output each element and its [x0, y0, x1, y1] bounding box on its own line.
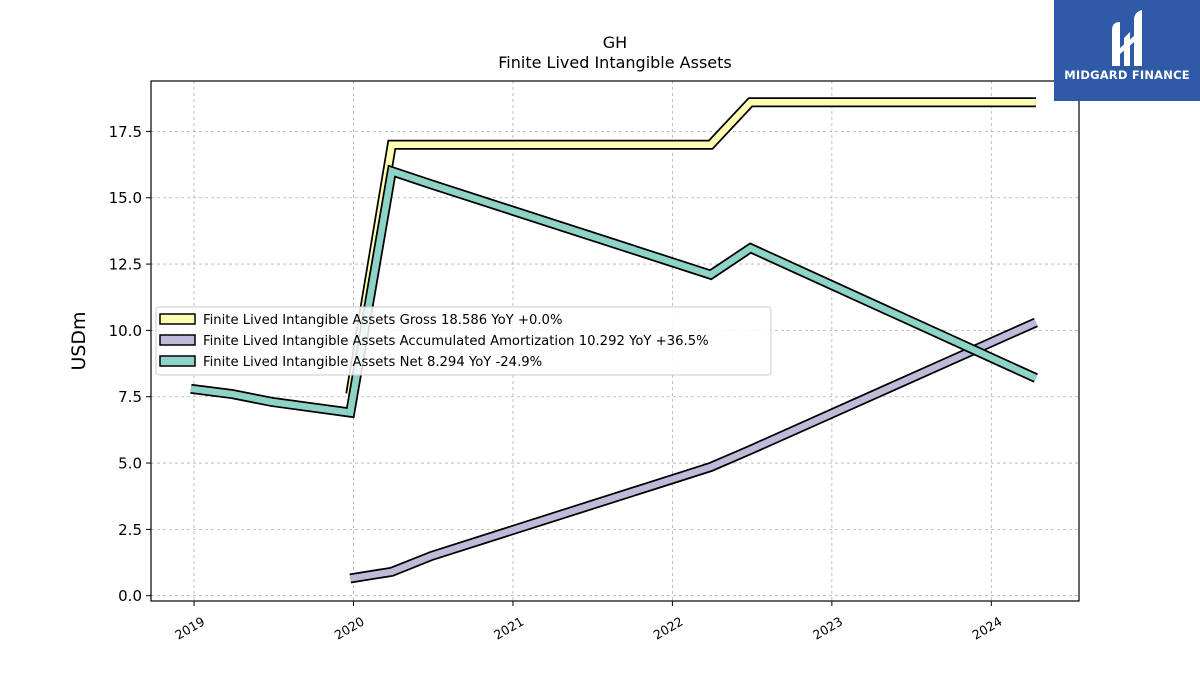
x-tick-label: 2022: [651, 614, 686, 643]
legend-swatch: [159, 334, 196, 346]
y-axis-ticks: 0.0 2.5 5.0 7.5 10.0 12.5 15.0 17.5: [109, 123, 151, 605]
y-tick-label: 0.0: [118, 587, 142, 605]
brand-name: MIDGARD FINANCE: [1064, 68, 1190, 82]
legend-label: Finite Lived Intangible Assets Accumulat…: [203, 334, 709, 349]
x-tick-label: 2023: [810, 614, 845, 643]
series-net: [190, 164, 1038, 419]
x-tick-label: 2019: [172, 614, 207, 643]
x-tick-label: 2021: [491, 614, 526, 643]
brand-logo: MIDGARD FINANCE: [1054, 0, 1200, 101]
series-lines: [190, 97, 1038, 584]
legend-swatch: [159, 313, 196, 325]
y-tick-label: 10.0: [109, 322, 142, 340]
midgard-logo-icon: [1112, 10, 1142, 66]
y-tick-label: 15.0: [109, 189, 142, 207]
series-line: [349, 319, 1038, 582]
y-tick-label: 12.5: [109, 256, 142, 274]
legend: Finite Lived Intangible Assets Gross 18.…: [155, 306, 772, 376]
series-accumulated-amortization: [349, 317, 1038, 584]
series-line: [190, 166, 1038, 417]
chart-title: GH: [603, 33, 627, 52]
y-tick-label: 5.0: [118, 455, 142, 473]
legend-label: Finite Lived Intangible Assets Net 8.294…: [203, 355, 542, 370]
y-tick-label: 17.5: [109, 123, 142, 141]
legend-swatch: [159, 355, 196, 367]
legend-box: [155, 306, 772, 376]
y-axis-label: USDm: [68, 311, 90, 370]
y-tick-label: 2.5: [118, 521, 142, 539]
x-tick-label: 2024: [970, 614, 1005, 643]
x-tick-label: 2020: [332, 614, 367, 643]
chart-subtitle: Finite Lived Intangible Assets: [498, 53, 731, 72]
x-axis-ticks: 2019 2020 2021 2022 2023 2024: [172, 601, 1005, 643]
y-tick-label: 7.5: [118, 388, 142, 406]
legend-label: Finite Lived Intangible Assets Gross 18.…: [203, 313, 562, 328]
plot-frame: [150, 80, 1080, 602]
